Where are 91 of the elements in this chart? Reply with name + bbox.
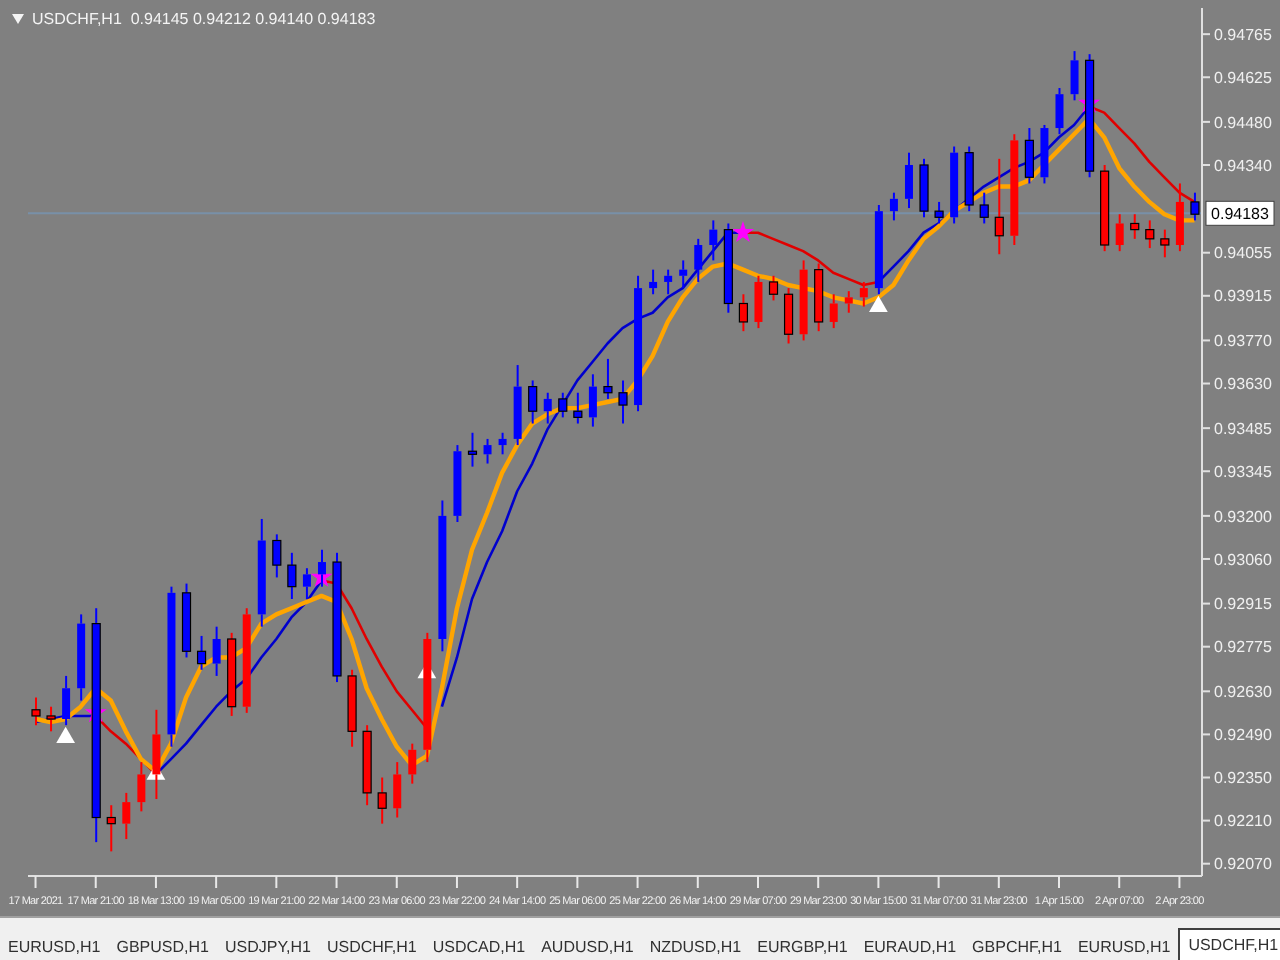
candlestick (393, 761, 402, 819)
candlestick (664, 268, 673, 296)
text: AUDUSD,H1 (539, 936, 636, 960)
candlestick (196, 634, 207, 671)
candlestick (483, 437, 492, 465)
candlestick (77, 613, 86, 702)
candlestick (829, 293, 838, 330)
candlestick (423, 631, 432, 764)
text: USDCAD,H1 (430, 936, 528, 960)
ref-line-label: 0.94183 (1211, 205, 1271, 224)
candlestick (377, 776, 387, 825)
candlestick (1115, 213, 1124, 253)
candlestick (152, 708, 161, 801)
text: USDCHF,H1 (1178, 928, 1280, 960)
y-tick-label: 0.93060 (1214, 550, 1273, 569)
y-tick-label: 0.93915 (1214, 287, 1273, 306)
candlestick (408, 742, 417, 785)
candlestick (167, 585, 176, 748)
y-tick-label: 0.92490 (1214, 726, 1273, 745)
candlestick (242, 607, 251, 714)
candlestick (257, 517, 266, 628)
candlestick (694, 237, 703, 283)
candlestick (844, 290, 853, 314)
candlestick (618, 379, 628, 425)
candlestick (754, 274, 763, 330)
text: EURGBP,H1 (755, 936, 850, 960)
text: EURUSD,H1 (6, 936, 103, 960)
candlestick (573, 391, 583, 425)
candlestick (317, 548, 326, 588)
candlestick (498, 431, 507, 456)
candlestick (634, 274, 643, 413)
candlestick (1130, 213, 1140, 240)
candlestick (950, 145, 959, 225)
text: USDJPY,H1 (222, 936, 313, 960)
y-tick-label: 0.94480 (1214, 113, 1273, 132)
candlestick (1010, 133, 1019, 247)
point (869, 295, 888, 312)
candlestick (106, 804, 116, 853)
candlestick (889, 191, 898, 222)
y-tick-label: 0.92630 (1214, 683, 1273, 701)
y-tick-label: 0.94765 (1214, 25, 1273, 44)
y-tick-label: 0.92915 (1214, 595, 1273, 614)
y-tick-label: 0.94055 (1214, 244, 1273, 263)
candlestick (994, 157, 1004, 256)
y-tick-label: 0.93485 (1214, 419, 1273, 438)
candlestick (874, 203, 883, 296)
candlestick (91, 607, 101, 844)
text: GBPCHF,H1 (970, 936, 1064, 960)
candlestick (62, 674, 71, 727)
candlestick (467, 431, 478, 468)
y-tick-label: 0.93770 (1214, 332, 1273, 351)
candlestick (453, 444, 462, 524)
point (56, 726, 75, 743)
candlestick (859, 280, 868, 308)
candlestick (649, 268, 658, 296)
y-tick-label: 0.92350 (1214, 769, 1273, 788)
y-tick-label: 0.93200 (1214, 507, 1273, 526)
candlestick (603, 357, 613, 400)
candlestick (528, 379, 538, 425)
candlestick (438, 499, 447, 653)
y-tick-label: 0.93345 (1214, 462, 1273, 481)
candlestick (679, 259, 688, 290)
candlestick (1070, 50, 1079, 102)
candlestick (1055, 87, 1064, 136)
candlestick (513, 364, 522, 447)
text: NZDUSD,H1 (647, 936, 744, 960)
y-tick-label: 0.94340 (1214, 156, 1273, 175)
chart-title: USDCHF,H1 0.94145 0.94212 0.94140 0.94183 (32, 10, 376, 28)
candlestick (137, 761, 146, 813)
candlestick (212, 625, 221, 677)
candlestick (1175, 182, 1184, 253)
text: EURAUD,H1 (861, 936, 959, 960)
candlestick (783, 287, 794, 345)
candlestick (723, 222, 733, 314)
y-tick-label: 0.93630 (1214, 375, 1273, 394)
candlestick (799, 259, 808, 342)
point (731, 221, 754, 243)
candlestick (588, 373, 597, 428)
y-tick-label: 0.92070 (1214, 855, 1273, 874)
y-tick-label: 0.94625 (1214, 68, 1273, 87)
candlestick (904, 151, 913, 210)
text: GBPUSD,H1 (114, 936, 211, 960)
text: USDCHF,H1 (324, 936, 419, 960)
candlestick (122, 791, 131, 841)
y-tick-label: 0.92210 (1214, 812, 1273, 831)
candlestick (1040, 123, 1049, 185)
text: EURUSD,H1 (1075, 936, 1173, 960)
candlestick (709, 219, 718, 262)
candlestick (302, 567, 311, 600)
candlestick (543, 391, 552, 425)
y-tick-label: 0.92775 (1214, 638, 1273, 657)
